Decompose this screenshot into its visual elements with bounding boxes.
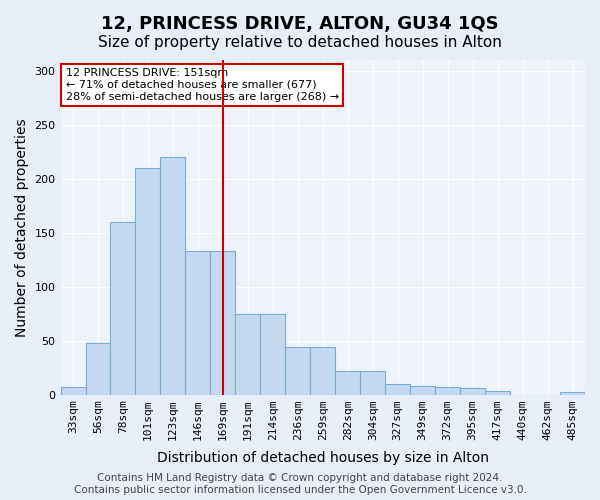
Bar xyxy=(360,371,385,394)
Text: Size of property relative to detached houses in Alton: Size of property relative to detached ho… xyxy=(98,35,502,50)
Bar xyxy=(385,384,410,394)
Bar xyxy=(485,392,510,394)
Bar xyxy=(86,342,110,394)
Bar xyxy=(435,387,460,394)
Bar xyxy=(185,251,211,394)
Bar xyxy=(310,347,335,395)
Text: 12 PRINCESS DRIVE: 151sqm
← 71% of detached houses are smaller (677)
28% of semi: 12 PRINCESS DRIVE: 151sqm ← 71% of detac… xyxy=(66,68,339,102)
Bar xyxy=(286,347,310,395)
Bar xyxy=(560,392,585,394)
Bar xyxy=(235,314,260,394)
Bar xyxy=(61,387,86,394)
Bar xyxy=(211,251,235,394)
Bar xyxy=(460,388,485,394)
Bar xyxy=(410,386,435,394)
Bar xyxy=(110,222,136,394)
Bar xyxy=(335,371,360,394)
Bar xyxy=(136,168,160,394)
X-axis label: Distribution of detached houses by size in Alton: Distribution of detached houses by size … xyxy=(157,451,489,465)
Bar xyxy=(260,314,286,394)
Bar xyxy=(160,157,185,394)
Text: Contains HM Land Registry data © Crown copyright and database right 2024.
Contai: Contains HM Land Registry data © Crown c… xyxy=(74,474,526,495)
Y-axis label: Number of detached properties: Number of detached properties xyxy=(15,118,29,336)
Text: 12, PRINCESS DRIVE, ALTON, GU34 1QS: 12, PRINCESS DRIVE, ALTON, GU34 1QS xyxy=(101,15,499,33)
